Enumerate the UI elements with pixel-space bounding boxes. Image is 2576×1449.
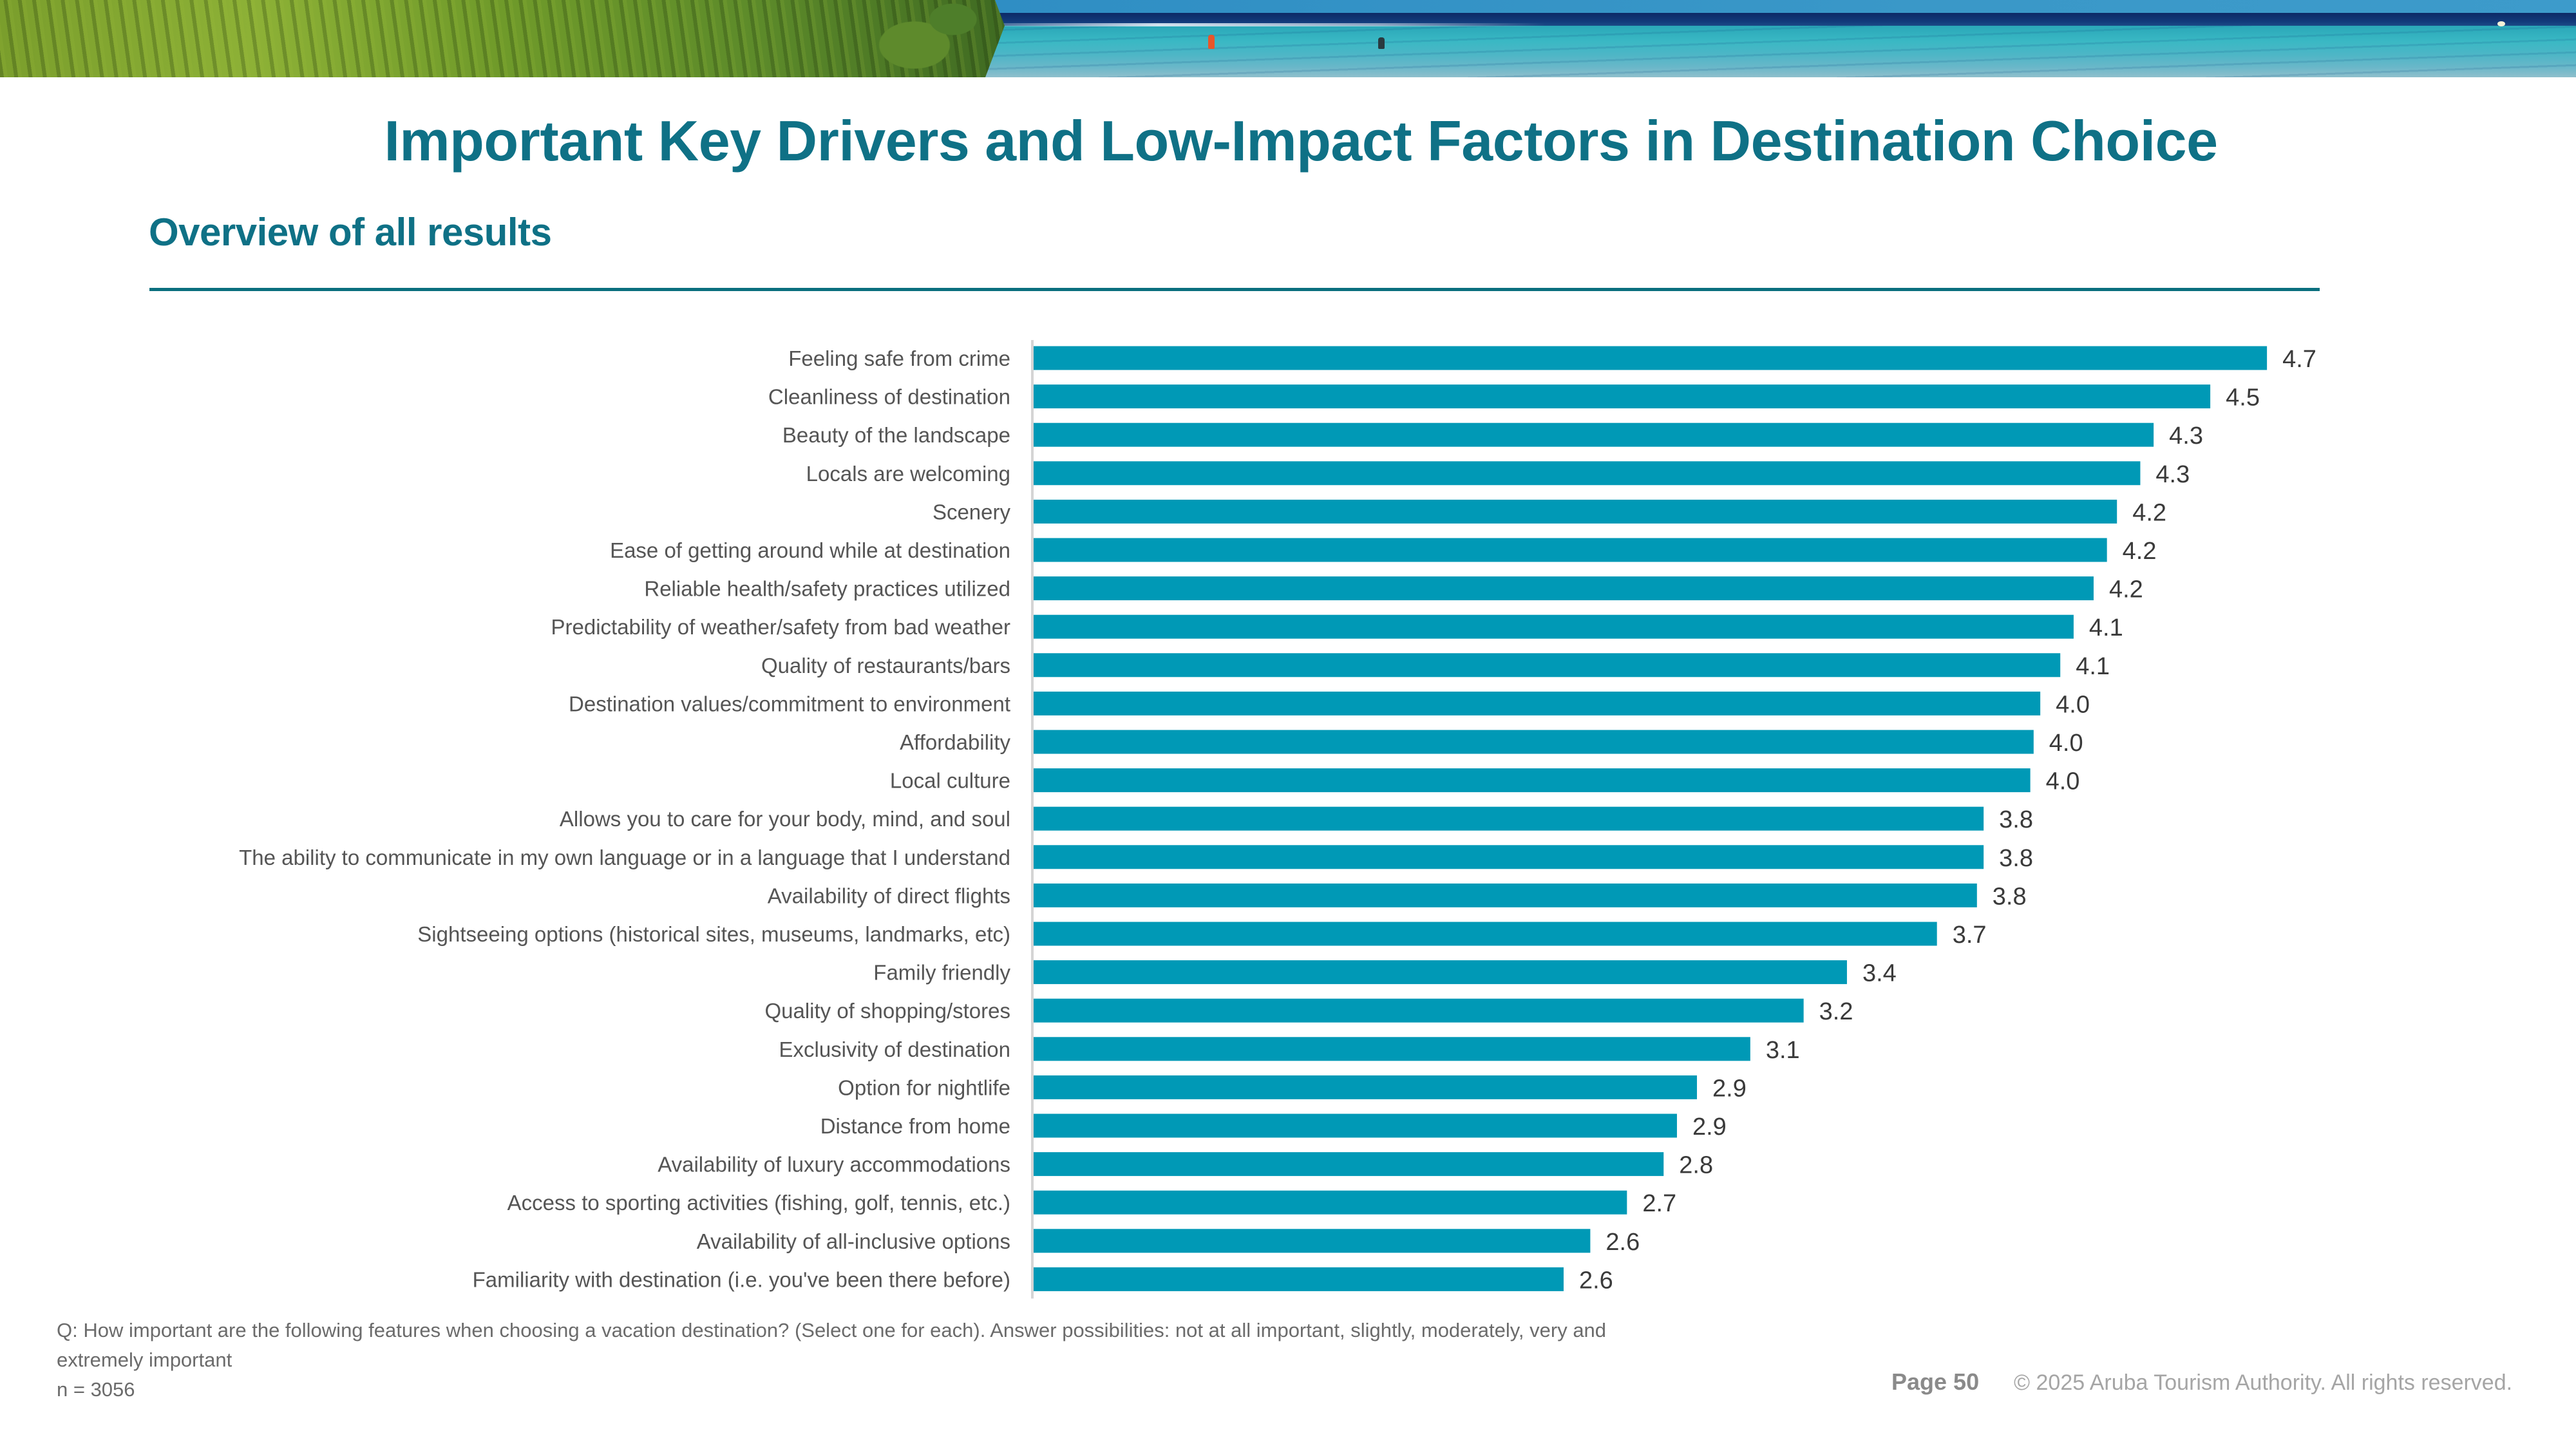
value-label: 3.8 (1999, 845, 2033, 872)
bar (1034, 1152, 1664, 1177)
category-label: Quality of restaurants/bars (761, 654, 1010, 677)
value-label: 3.1 (1766, 1037, 1800, 1064)
category-label: Locals are welcoming (806, 462, 1010, 486)
category-label: Quality of shopping/stores (764, 999, 1010, 1023)
copyright-notice: © 2025 Aruba Tourism Authority. All righ… (2014, 1370, 2513, 1395)
value-label: 3.4 (1862, 960, 1897, 987)
footnote-question-line: Q: How important are the following featu… (57, 1319, 1607, 1341)
value-label: 4.2 (2109, 576, 2143, 603)
category-label: Family friendly (873, 961, 1010, 985)
value-label: 2.9 (1692, 1113, 1727, 1141)
category-label: Affordability (900, 730, 1010, 754)
category-label: Beauty of the landscape (782, 423, 1010, 447)
value-label: 4.0 (2049, 730, 2083, 757)
banner-lagoon (927, 26, 2576, 77)
value-label: 4.1 (2089, 614, 2123, 641)
category-label: Availability of direct flights (768, 884, 1010, 907)
category-label: Feeling safe from crime (788, 346, 1010, 370)
value-label: 4.0 (2046, 768, 2080, 795)
category-label: Option for nightlife (838, 1075, 1010, 1099)
category-label: Availability of luxury accommodations (658, 1153, 1010, 1177)
category-label: Exclusivity of destination (779, 1037, 1010, 1061)
bar (1034, 1075, 1698, 1099)
value-label: 4.3 (2169, 422, 2203, 450)
page-number: Page 50 (1891, 1368, 1980, 1395)
bar (1034, 768, 2031, 793)
category-label: Reliable health/safety practices utilize… (644, 577, 1010, 601)
value-label: 3.2 (1819, 998, 1853, 1025)
value-label: 2.7 (1642, 1190, 1676, 1217)
footnote-sample-size: n = 3056 (57, 1378, 135, 1401)
title-divider (149, 288, 2320, 291)
bar (1034, 461, 2141, 486)
page-title: Important Key Drivers and Low-Impact Fac… (384, 109, 2218, 173)
banner-sky (992, 0, 2576, 14)
bar (1034, 845, 1984, 869)
bar (1034, 1113, 1677, 1138)
value-label: 4.1 (2076, 653, 2110, 680)
value-label: 3.8 (1993, 883, 2027, 910)
value-label: 2.6 (1579, 1267, 1613, 1294)
value-label: 3.8 (1999, 806, 2033, 833)
bar (1034, 422, 2154, 447)
category-label: Availability of all-inclusive options (697, 1229, 1010, 1253)
bar (1034, 576, 2094, 601)
bars-layer (1034, 346, 2268, 1291)
bar (1034, 806, 1984, 831)
bar (1034, 730, 2034, 754)
bar (1034, 346, 2268, 370)
bar (1034, 384, 2211, 409)
value-label: 4.0 (2056, 691, 2090, 718)
category-label: Distance from home (820, 1114, 1010, 1138)
banner-boat (2497, 21, 2505, 26)
bar (1034, 883, 1977, 907)
value-label: 4.5 (2226, 384, 2260, 412)
value-label: 4.2 (2132, 499, 2166, 526)
category-labels-layer: Feeling safe from crime Cleanliness of de… (239, 346, 1010, 1291)
bar (1034, 922, 1937, 946)
value-label: 3.7 (1953, 922, 1987, 949)
category-label: Destination values/commitment to environ… (569, 692, 1010, 715)
category-label: Familiarity with destination (i.e. you'v… (473, 1267, 1010, 1291)
value-label: 4.7 (2282, 346, 2316, 373)
category-label: Access to sporting activities (fishing, … (507, 1191, 1010, 1215)
bar (1034, 614, 2074, 639)
category-label: Ease of getting around while at destinat… (610, 538, 1010, 562)
category-label: Local culture (890, 769, 1010, 793)
bar (1034, 1267, 1564, 1291)
banner-foliage (0, 0, 1005, 77)
category-label: Cleanliness of destination (768, 385, 1010, 409)
section-subtitle: Overview of all results (149, 211, 552, 254)
bar (1034, 691, 2041, 715)
bar (1034, 653, 2061, 677)
bar (1034, 538, 2107, 562)
banner-person-figure (1208, 35, 1215, 49)
value-label: 4.2 (2123, 538, 2157, 565)
bar (1034, 499, 2117, 524)
value-label: 4.3 (2155, 461, 2190, 488)
question-footnote: Q: How important are the following featu… (57, 1316, 1860, 1405)
value-label: 2.8 (1679, 1152, 1713, 1179)
bar (1034, 1037, 1750, 1061)
footnote-question-line: extremely important (57, 1349, 232, 1371)
bar (1034, 1190, 1627, 1215)
value-label: 2.6 (1605, 1229, 1640, 1256)
category-label: The ability to communicate in my own lan… (239, 846, 1010, 869)
bar (1034, 998, 1804, 1023)
bar (1034, 1229, 1591, 1253)
value-label: 2.9 (1712, 1075, 1747, 1102)
banner-person-figure (1378, 37, 1385, 49)
category-label: Allows you to care for your body, mind, … (560, 807, 1010, 831)
category-label: Scenery (933, 500, 1011, 524)
bar (1034, 960, 1847, 985)
header-banner-image (0, 0, 2576, 77)
category-label: Predictability of weather/safety from ba… (551, 615, 1010, 639)
category-label: Sightseeing options (historical sites, m… (417, 922, 1010, 946)
value-labels-layer: 4.74.54.34.34.24.24.24.14.14.04.04.03.83… (1579, 346, 2316, 1294)
banner-surf (992, 23, 1546, 26)
